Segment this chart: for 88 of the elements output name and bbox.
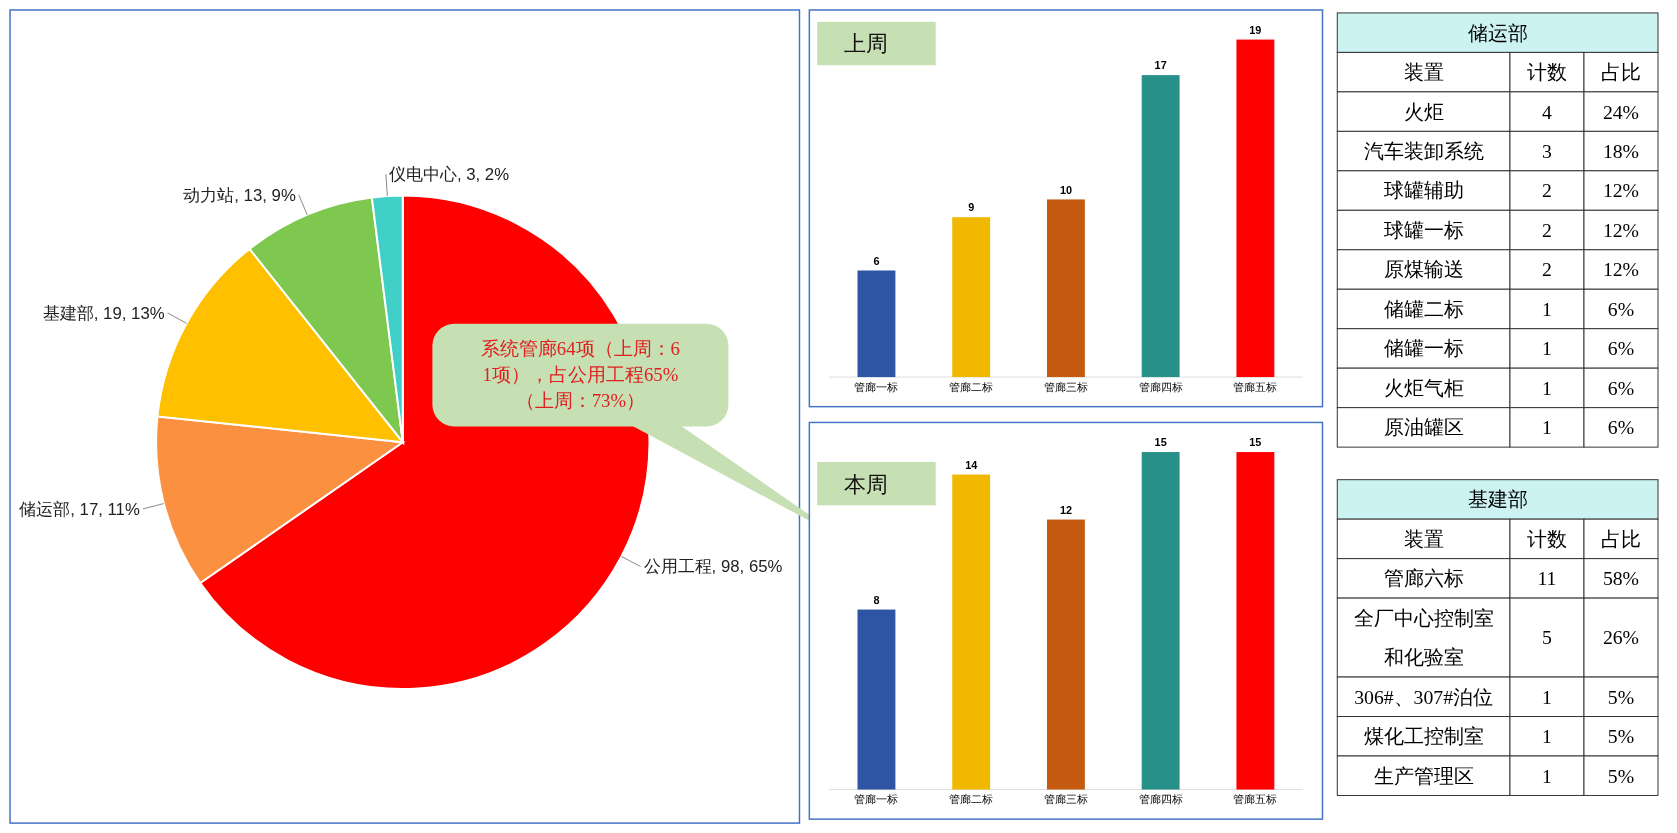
data-label: 24% xyxy=(1602,100,1640,123)
category-label: 储罐二标 xyxy=(1383,297,1464,320)
bar xyxy=(1141,452,1180,790)
data-label: 2 xyxy=(1542,218,1552,241)
slice-label: 动力站, 13, 9% xyxy=(183,185,296,205)
data-label: 1 xyxy=(1542,764,1552,787)
chart-title: 上周 xyxy=(843,31,888,57)
category-label: 管廊六标 xyxy=(1383,567,1464,590)
slice-label: 储运部, 17, 11% xyxy=(19,499,140,519)
category-label: 煤化工控制室 xyxy=(1363,725,1484,748)
data-label: 2 xyxy=(1542,179,1552,202)
x-tick-label: 管廊一标 xyxy=(854,380,899,393)
text: 系统管廊64项（上周：61项），占公用工程65%（上周：73%） xyxy=(480,338,680,411)
slice-label: 公用工程, 98, 65% xyxy=(643,557,783,577)
data-label: 15 xyxy=(1249,436,1262,449)
bar xyxy=(1236,452,1275,790)
bar xyxy=(1046,199,1085,378)
data-label: 8 xyxy=(873,593,880,606)
category-label: 球罐辅助 xyxy=(1383,179,1464,202)
data-label: 6% xyxy=(1607,297,1635,320)
data-label: 1 xyxy=(1542,376,1552,399)
bar xyxy=(1046,519,1085,790)
data-label: 6 xyxy=(873,254,880,267)
data-label: 12% xyxy=(1602,179,1640,202)
category-label: 球罐一标 xyxy=(1383,218,1464,241)
x-tick-label: 管廊五标 xyxy=(1233,380,1278,393)
x-tick-label: 管廊二标 xyxy=(949,793,994,806)
data-label: 6% xyxy=(1607,416,1635,439)
legend-label: 占比 xyxy=(1600,61,1641,84)
legend-label: 占比 xyxy=(1600,527,1641,550)
text: 储运部 xyxy=(1467,21,1528,44)
data-label: 1 xyxy=(1542,416,1552,439)
bar xyxy=(857,270,896,378)
category-label: 储罐一标 xyxy=(1383,337,1464,360)
data-label: 5 xyxy=(1542,626,1553,649)
data-label: 5% xyxy=(1607,725,1635,748)
text: 装置 xyxy=(1403,61,1444,84)
x-tick-label: 管廊一标 xyxy=(854,793,899,806)
data-label: 3 xyxy=(1542,139,1553,162)
slice-label: 基建部, 19, 13% xyxy=(42,303,165,323)
text: 基建部 xyxy=(1467,488,1528,511)
data-label: 4 xyxy=(1542,100,1553,123)
data-label: 12% xyxy=(1602,258,1640,281)
data-label: 1 xyxy=(1542,337,1552,360)
data-label: 26% xyxy=(1602,626,1640,649)
data-label: 1 xyxy=(1542,685,1552,708)
x-tick-label: 管廊四标 xyxy=(1138,380,1183,393)
data-label: 1 xyxy=(1542,725,1552,748)
data-label: 17 xyxy=(1154,59,1167,72)
category-label: 原煤输送 xyxy=(1383,258,1464,281)
series-label: 计数 xyxy=(1526,527,1567,550)
series-label: 计数 xyxy=(1526,61,1567,84)
data-label: 5% xyxy=(1607,685,1635,708)
category-label: 火炬气柜 xyxy=(1383,376,1464,399)
bar xyxy=(952,474,991,790)
data-label: 6% xyxy=(1607,337,1635,360)
x-tick-label: 管廊三标 xyxy=(1043,793,1088,806)
x-tick-label: 管廊三标 xyxy=(1043,380,1088,393)
data-label: 19 xyxy=(1249,23,1262,36)
text: 本周 xyxy=(843,471,888,497)
category-label: 火炬 xyxy=(1403,100,1444,123)
bar xyxy=(952,217,991,378)
bar xyxy=(1236,39,1275,378)
data-label: 5% xyxy=(1607,764,1635,787)
category-label: 汽车装卸系统 xyxy=(1363,139,1484,162)
category-label: 生产管理区 xyxy=(1373,764,1474,787)
data-label: 15 xyxy=(1154,436,1167,449)
slice-label: 仪电中心, 3, 2% xyxy=(388,165,510,185)
text: 装置 xyxy=(1403,527,1444,550)
category-label: 原油罐区 xyxy=(1383,416,1464,439)
data-label: 58% xyxy=(1602,567,1640,590)
x-tick-label: 管廊二标 xyxy=(949,380,994,393)
data-label: 1 xyxy=(1542,297,1552,320)
data-label: 18% xyxy=(1602,139,1640,162)
bar xyxy=(857,609,896,790)
bar xyxy=(1141,75,1180,378)
category-label: 全厂中心控制室和化验室 xyxy=(1353,606,1494,669)
data-label: 14 xyxy=(965,458,978,471)
category-label: 306#、307#泊位 xyxy=(1354,685,1494,708)
x-tick-label: 管廊五标 xyxy=(1233,793,1278,806)
data-label: 9 xyxy=(968,201,975,214)
data-label: 2 xyxy=(1542,258,1552,281)
data-label: 12% xyxy=(1602,218,1640,241)
data-label: 6% xyxy=(1607,376,1635,399)
data-label: 11 xyxy=(1537,567,1557,590)
data-label: 12 xyxy=(1059,503,1072,516)
x-tick-label: 管廊四标 xyxy=(1138,793,1183,806)
data-label: 10 xyxy=(1059,183,1072,196)
